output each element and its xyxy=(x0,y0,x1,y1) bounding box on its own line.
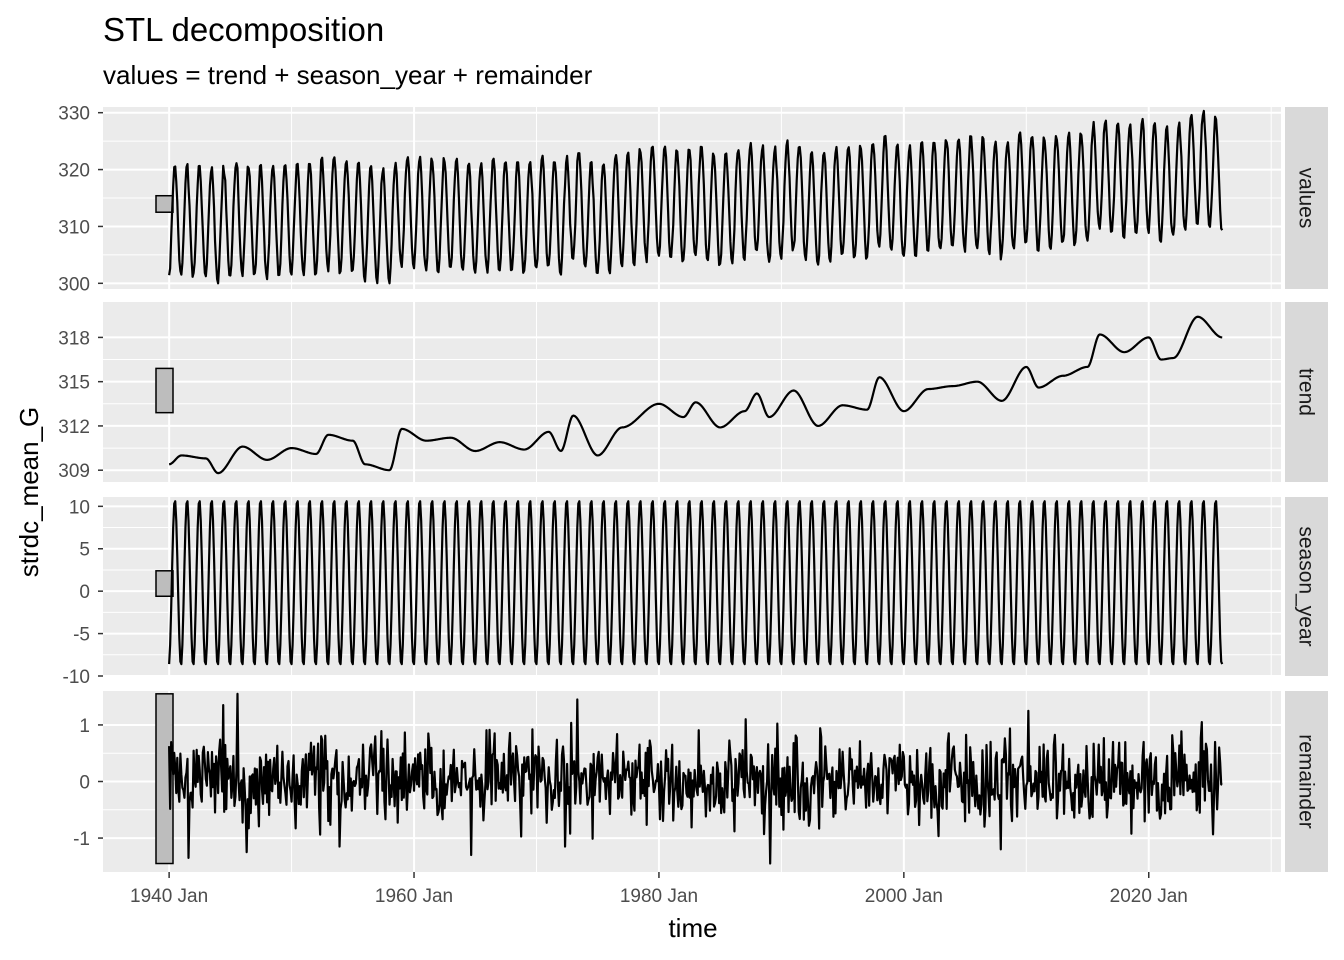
y-tick-label: -10 xyxy=(63,667,90,688)
y-axis-title: strdc_mean_G xyxy=(14,407,44,578)
series-line-values xyxy=(168,109,1224,285)
x-axis-title: time xyxy=(668,913,717,943)
series-line-trend xyxy=(168,315,1223,475)
series-line-season-year xyxy=(168,500,1224,666)
y-tick-label: 300 xyxy=(58,274,90,295)
y-tick-label: 10 xyxy=(69,497,90,518)
x-tick-label: 1940 Jan xyxy=(130,886,208,907)
panel-season-year: -10 -5 0 5 10 season_year xyxy=(63,497,1328,688)
facet-strip-label: season_year xyxy=(1295,526,1318,646)
facet-strip xyxy=(1285,691,1328,872)
y-tick-label: -1 xyxy=(73,829,90,850)
facet-strip-label: remainder xyxy=(1295,734,1318,829)
chart-title: STL decomposition xyxy=(103,11,384,48)
facet-strip-label: trend xyxy=(1295,368,1318,416)
x-tick-label: 2020 Jan xyxy=(1110,886,1188,907)
chart-subtitle: values = trend + season_year + remainder xyxy=(103,60,593,90)
scale-bar xyxy=(155,194,174,213)
y-tick-label: 310 xyxy=(58,217,90,238)
panel-trend: 309 312 315 318 trend xyxy=(58,302,1328,482)
y-tick-label: 318 xyxy=(58,328,90,349)
y-tick-label: 330 xyxy=(58,104,90,125)
panel-background xyxy=(103,302,1281,482)
scale-bar xyxy=(155,367,174,414)
series-line-remainder xyxy=(168,692,1223,865)
panel-values: 300 310 320 330 values xyxy=(58,104,1328,295)
facet-strip xyxy=(1285,497,1328,676)
x-tick-label: 1980 Jan xyxy=(620,886,698,907)
y-tick-label: 0 xyxy=(79,773,90,794)
panel-remainder: -1 0 1 remainder xyxy=(73,691,1328,872)
scale-bar xyxy=(155,570,174,598)
y-tick-label: 0 xyxy=(79,582,90,603)
y-tick-label: 320 xyxy=(58,161,90,182)
x-axis: 1940 Jan 1960 Jan 1980 Jan 2000 Jan 2020 Jan xyxy=(130,872,1188,907)
y-tick-label: 1 xyxy=(79,716,90,737)
y-tick-label: 315 xyxy=(58,373,90,394)
y-tick-label: 309 xyxy=(58,461,90,482)
y-tick-label: 312 xyxy=(58,417,90,438)
facet-strip xyxy=(1285,107,1328,289)
y-tick-label: -5 xyxy=(73,625,90,646)
x-tick-label: 1960 Jan xyxy=(375,886,453,907)
facet-strip xyxy=(1285,302,1328,482)
scale-bar xyxy=(155,693,174,865)
facet-panels: 300310320330values309312315318trend-10-5… xyxy=(58,104,1328,872)
facet-strip-label: values xyxy=(1295,168,1318,229)
y-tick-label: 5 xyxy=(79,540,90,561)
x-tick-label: 2000 Jan xyxy=(865,886,943,907)
